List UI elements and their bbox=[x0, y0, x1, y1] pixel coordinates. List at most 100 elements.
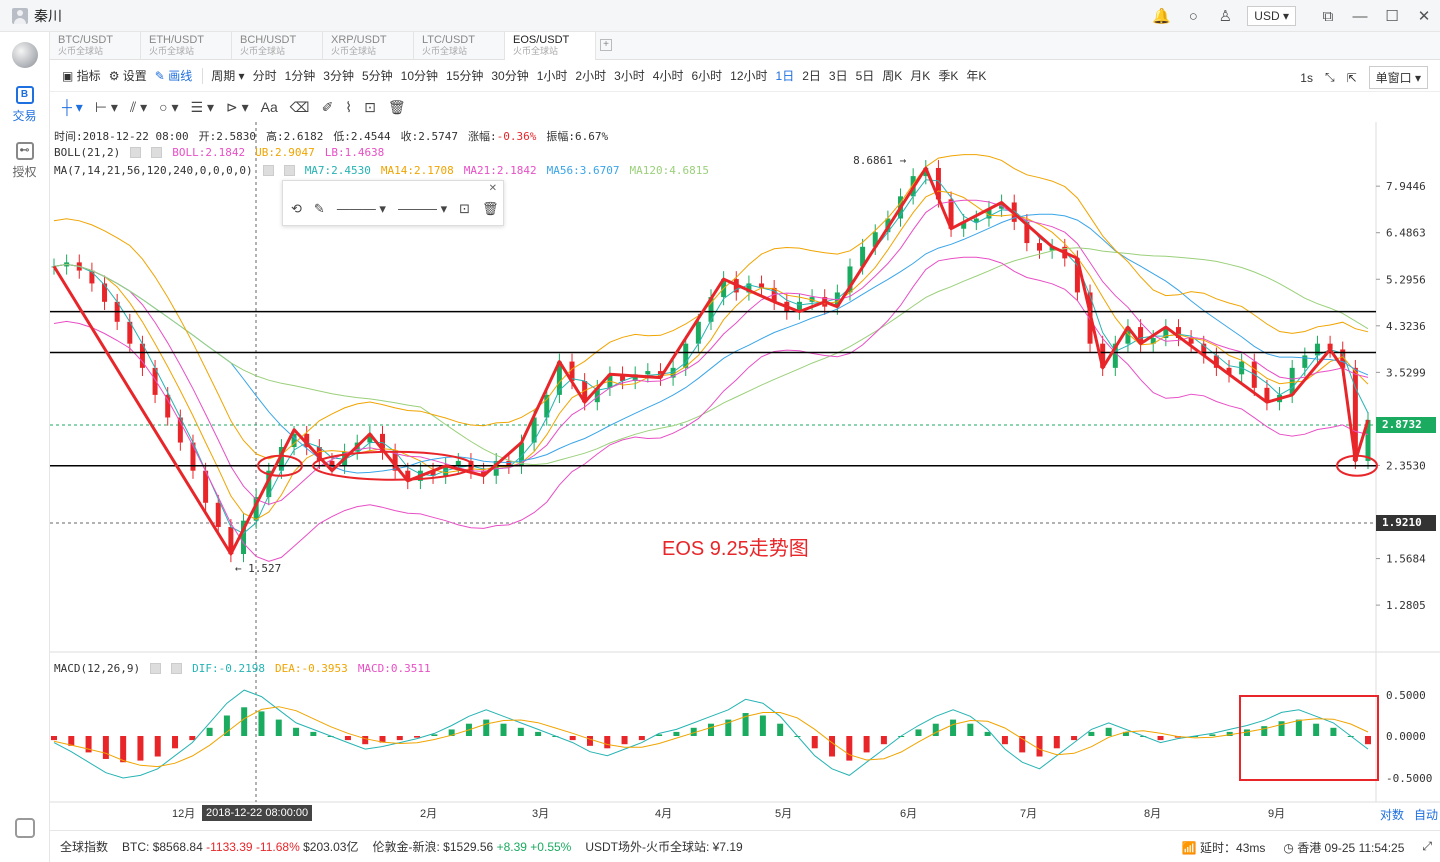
line-style-select[interactable]: ——— ▾ bbox=[336, 201, 386, 216]
sidebar-item-label: 授权 bbox=[12, 165, 37, 179]
ma120-line bbox=[53, 247, 1369, 466]
period-17[interactable]: 周K bbox=[882, 69, 903, 83]
minimize-icon[interactable]: — bbox=[1352, 7, 1368, 25]
interval-label[interactable]: 1s bbox=[1300, 70, 1313, 85]
circle-icon[interactable]: ○ ▾ bbox=[159, 98, 179, 115]
auto-scale-button[interactable]: 自动 bbox=[1413, 808, 1438, 822]
settings-icon[interactable] bbox=[150, 663, 162, 674]
close-icon[interactable]: ✕ bbox=[488, 183, 497, 194]
parallel-icon[interactable]: ⫽ ▾ bbox=[129, 98, 148, 115]
line-width-select[interactable]: ——— ▾ bbox=[397, 201, 448, 216]
maximize-icon[interactable]: ☐ bbox=[1385, 8, 1399, 25]
eraser-icon[interactable]: ⌫ bbox=[289, 98, 310, 115]
pen-icon[interactable]: ✎ bbox=[313, 201, 325, 216]
status-bar: 全球指数 BTC: $8568.84 -1133.39 -11.68% $203… bbox=[50, 830, 1440, 862]
crosshair-icon[interactable]: ┼ ▾ bbox=[62, 98, 83, 115]
close-icon[interactable] bbox=[151, 147, 163, 158]
lock-icon[interactable]: ⊡ bbox=[364, 98, 376, 115]
sidebar-item-trade[interactable]: B 交易 bbox=[0, 86, 49, 124]
period-9[interactable]: 3小时 bbox=[614, 69, 645, 83]
close-icon[interactable]: ✕ bbox=[1417, 8, 1431, 25]
currency-select[interactable]: USD ▾ bbox=[1247, 6, 1296, 26]
period-16[interactable]: 5日 bbox=[855, 69, 875, 83]
macd-bar bbox=[68, 736, 75, 746]
period-0[interactable]: 分时 bbox=[252, 69, 277, 83]
period-dropdown[interactable]: 周期 ▾ bbox=[211, 69, 245, 83]
close-icon[interactable] bbox=[283, 165, 295, 176]
period-1[interactable]: 1分钟 bbox=[284, 69, 316, 83]
settings-button[interactable]: ⚙ 设置 bbox=[108, 69, 147, 83]
tab-bch[interactable]: BCH/USDT 火币全球站 bbox=[232, 32, 323, 60]
chart-area[interactable]: 7.9446 6.4863 5.2956 4.3236 3.5299 2.3530 1.56… bbox=[50, 122, 1440, 830]
candle-body bbox=[961, 221, 967, 229]
period-18[interactable]: 月K bbox=[910, 69, 931, 83]
dock-icon[interactable]: ⧉ bbox=[1322, 7, 1334, 25]
tab-xrp[interactable]: XRP/USDT 火币全球站 bbox=[323, 32, 414, 60]
period-13[interactable]: 1日 bbox=[775, 69, 795, 83]
brush-icon[interactable]: ✐ bbox=[321, 98, 334, 115]
drawing-button[interactable]: ✎ 画线 bbox=[154, 69, 193, 83]
trash-icon[interactable]: 🗑 bbox=[387, 98, 406, 115]
macd-bar bbox=[1105, 727, 1112, 736]
period-15[interactable]: 3日 bbox=[828, 69, 848, 83]
user-info[interactable]: 秦川 bbox=[0, 6, 62, 26]
macd-tick-label: 0.0000 bbox=[1386, 730, 1426, 743]
trash-icon[interactable]: 🗑 bbox=[482, 201, 499, 216]
macd-bar bbox=[1330, 727, 1337, 736]
gold-ticker: 伦敦金-新浪: $1529.56 +8.39 +0.55% bbox=[372, 840, 572, 854]
period-11[interactable]: 6小时 bbox=[691, 69, 723, 83]
period-4[interactable]: 10分钟 bbox=[400, 69, 439, 83]
style-icon[interactable]: ⟲ bbox=[291, 201, 302, 216]
indicator-button[interactable]: ▣ 指标 bbox=[62, 69, 101, 83]
tab-btc[interactable]: BTC/USDT 火币全球站 bbox=[50, 32, 141, 60]
close-icon[interactable] bbox=[171, 663, 183, 674]
tab-ltc[interactable]: LTC/USDT 火币全球站 bbox=[414, 32, 505, 60]
period-3[interactable]: 5分钟 bbox=[361, 69, 393, 83]
global-index-label[interactable]: 全球指数 bbox=[60, 840, 109, 854]
candle-body bbox=[1112, 343, 1118, 368]
settings-icon[interactable] bbox=[130, 147, 142, 158]
x-tick-label: 8月 bbox=[1144, 808, 1161, 820]
period-12[interactable]: 12小时 bbox=[730, 69, 768, 83]
hline-icon[interactable]: ⊢ ▾ bbox=[94, 98, 118, 115]
period-10[interactable]: 4小时 bbox=[652, 69, 684, 83]
fib-icon[interactable]: ☰ ▾ bbox=[190, 98, 214, 115]
shirt-icon[interactable]: ♙ bbox=[1218, 8, 1233, 25]
search-icon[interactable]: ○ bbox=[1188, 7, 1198, 25]
fullscreen-icon[interactable]: ⤡ bbox=[1324, 70, 1335, 84]
candlestick-chart[interactable]: 7.9446 6.4863 5.2956 4.3236 3.5299 2.3530 1.56… bbox=[50, 122, 1440, 830]
period-2[interactable]: 3分钟 bbox=[323, 69, 354, 83]
text-tool-icon[interactable]: Aa bbox=[260, 99, 278, 115]
macd-bar bbox=[915, 729, 922, 736]
tab-eos[interactable]: EOS/USDT 火币全球站 bbox=[505, 32, 596, 60]
macd-bar bbox=[690, 727, 697, 736]
sidebar-item-auth[interactable]: ⊷ 授权 bbox=[0, 142, 49, 180]
period-7[interactable]: 1小时 bbox=[536, 69, 568, 83]
measure-icon[interactable]: ⌇ bbox=[345, 98, 353, 115]
candle-body bbox=[1100, 343, 1106, 368]
period-14[interactable]: 2日 bbox=[802, 69, 821, 83]
restore-icon[interactable]: ⇱ bbox=[1346, 70, 1357, 85]
candle-body bbox=[1163, 327, 1169, 338]
pattern-icon[interactable]: ⊳ ▾ bbox=[225, 98, 249, 115]
fullscreen-icon[interactable]: ⤢ bbox=[1422, 839, 1432, 853]
window-mode-select[interactable]: 单窗口 ▾ bbox=[1368, 66, 1428, 89]
macd-bar bbox=[725, 719, 732, 736]
bell-icon[interactable]: 🔔 bbox=[1151, 8, 1171, 25]
add-tab-button[interactable]: + bbox=[596, 32, 616, 60]
period-6[interactable]: 30分钟 bbox=[491, 69, 529, 83]
period-8[interactable]: 2小时 bbox=[575, 69, 607, 83]
period-19[interactable]: 季K bbox=[938, 69, 959, 83]
period-20[interactable]: 年K bbox=[966, 69, 987, 83]
settings-icon[interactable] bbox=[262, 165, 274, 176]
candle-body bbox=[582, 380, 588, 403]
log-scale-button[interactable]: 对数 bbox=[1379, 808, 1404, 822]
annotation-box bbox=[1239, 695, 1379, 781]
macd-bar bbox=[932, 723, 939, 736]
period-5[interactable]: 15分钟 bbox=[446, 69, 484, 83]
settings-icon[interactable] bbox=[15, 818, 35, 838]
macd-bar bbox=[517, 727, 524, 736]
tab-eth[interactable]: ETH/USDT 火币全球站 bbox=[141, 32, 232, 60]
x-tick-label: 7月 bbox=[1020, 808, 1037, 820]
lock-icon[interactable]: ⊡ bbox=[459, 201, 470, 216]
